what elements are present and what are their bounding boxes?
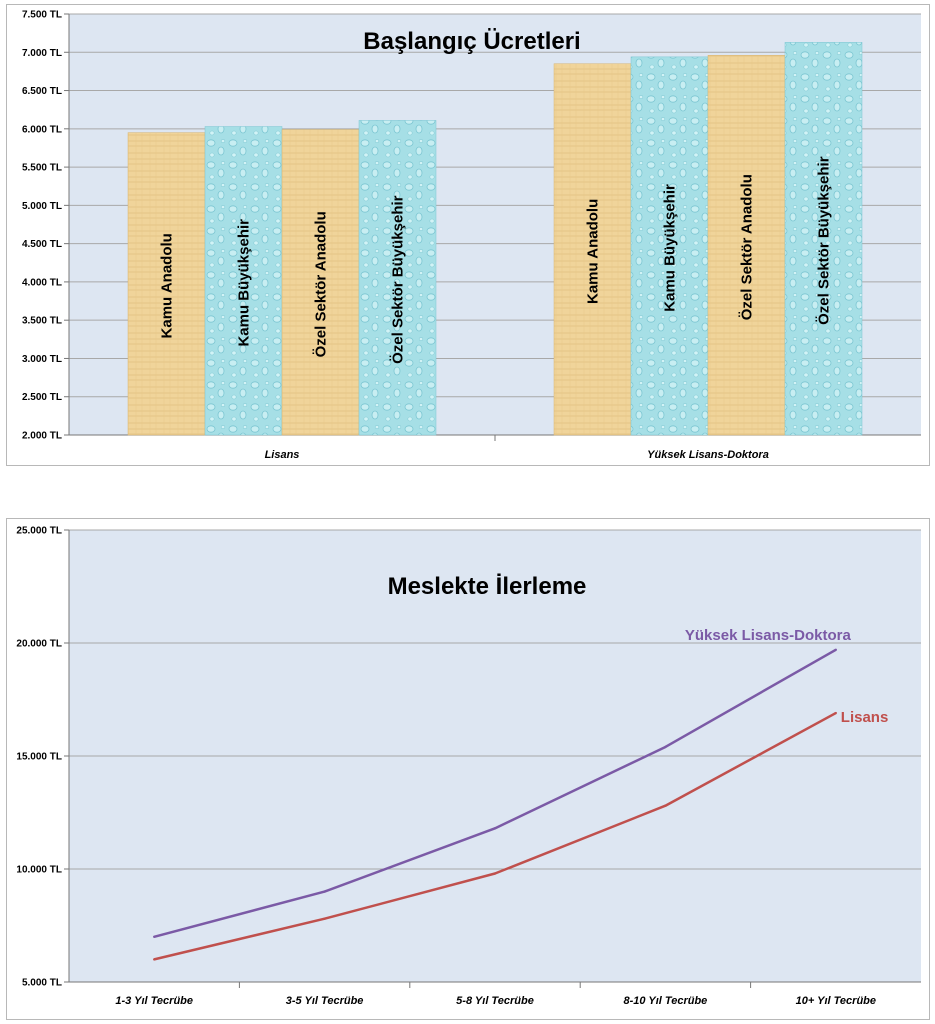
bar-kamu-anadolu-1 bbox=[553, 63, 632, 436]
bar-zel-sekt-r-b-y-k-ehir-0 bbox=[358, 120, 437, 436]
y-tick-label: 6.000 TL bbox=[22, 124, 62, 135]
x-category-label: 3-5 Yıl Tecrübe bbox=[286, 995, 364, 1007]
x-category-label: 10+ Yıl Tecrübe bbox=[796, 995, 876, 1007]
bar-label: Kamu Büyükşehir bbox=[236, 219, 253, 347]
starting-salaries-svg: 2.000 TL 2.500 TL 3.000 TL 3.500 TL 4.000 TL… bbox=[22, 10, 921, 461]
bar-zel-sekt-r-anadolu-0 bbox=[281, 129, 360, 436]
y-tick-label: 3.500 TL bbox=[22, 316, 62, 327]
x-category-label: Yüksek Lisans-Doktora bbox=[647, 449, 769, 461]
bar-label: Özel Sektör Anadolu bbox=[739, 174, 756, 320]
y-tick-label: 6.500 TL bbox=[22, 86, 62, 97]
starting-salaries-chart: 2.000 TL 2.500 TL 3.000 TL 3.500 TL 4.000 TL… bbox=[6, 4, 930, 466]
series-labels: Yüksek Lisans-Doktora Lisans bbox=[685, 627, 888, 726]
bars bbox=[127, 42, 863, 436]
y-tick-label: 5.000 TL bbox=[22, 201, 62, 212]
point-y-ksek-lisans-doktora-4 bbox=[834, 648, 837, 651]
x-category-label: 5-8 Yıl Tecrübe bbox=[456, 995, 534, 1007]
bar-label: Özel Sektör Anadolu bbox=[313, 211, 330, 357]
y-tick-label: 5.000 TL bbox=[22, 978, 62, 989]
x-category-label: 1-3 Yıl Tecrübe bbox=[115, 995, 193, 1007]
y-tick-label: 7.500 TL bbox=[22, 10, 62, 21]
y-tick-label: 3.000 TL bbox=[22, 354, 62, 365]
y-tick-label: 20.000 TL bbox=[16, 639, 62, 650]
bar-label: Kamu Büyükşehir bbox=[662, 184, 679, 312]
bar-label: Özel Sektör Büyükşehir bbox=[390, 195, 407, 364]
series-label: Yüksek Lisans-Doktora bbox=[685, 627, 852, 644]
y-tick-label: 2.000 TL bbox=[22, 431, 62, 442]
bar-kamu-anadolu-0 bbox=[127, 132, 206, 436]
y-tick-label: 2.500 TL bbox=[22, 392, 62, 403]
y-tick-label: 4.500 TL bbox=[22, 239, 62, 250]
point-lisans-0 bbox=[153, 958, 156, 961]
y-tick-label: 10.000 TL bbox=[16, 865, 62, 876]
bar-labels: Kamu Anadolu Kamu Büyükşehir Özel Sektör A… bbox=[159, 156, 833, 364]
point-y-ksek-lisans-doktora-0 bbox=[153, 935, 156, 938]
point-y-ksek-lisans-doktora-3 bbox=[664, 745, 667, 749]
chart-title: Başlangıç Ücretleri bbox=[363, 28, 580, 55]
career-progress-svg: 5.000 TL 10.000 TL 15.000 TL 20.000 TL 25.00… bbox=[16, 526, 921, 1007]
career-progress-chart: 5.000 TL 10.000 TL 15.000 TL 20.000 TL 25.00… bbox=[6, 518, 930, 1020]
point-lisans-1 bbox=[323, 917, 326, 920]
grid-lines bbox=[64, 529, 921, 988]
y-tick-label: 4.000 TL bbox=[22, 277, 62, 288]
y-tick-label: 7.000 TL bbox=[22, 48, 62, 59]
point-lisans-4 bbox=[834, 711, 837, 715]
category-labels: 1-3 Yıl Tecrübe 3-5 Yıl Tecrübe 5-8 Yıl Te… bbox=[115, 995, 876, 1007]
y-tick-labels: 2.000 TL 2.500 TL 3.000 TL 3.500 TL 4.000 TL… bbox=[22, 10, 62, 442]
category-labels: Lisans Yüksek Lisans-Doktora bbox=[265, 449, 769, 461]
y-tick-label: 25.000 TL bbox=[16, 526, 62, 537]
y-tick-label: 15.000 TL bbox=[16, 752, 62, 763]
series-label: Lisans bbox=[841, 709, 889, 726]
series-lines bbox=[153, 648, 837, 961]
bar-zel-sekt-r-b-y-k-ehir-1 bbox=[784, 42, 863, 436]
point-lisans-2 bbox=[493, 872, 497, 875]
point-y-ksek-lisans-doktora-2 bbox=[493, 827, 497, 830]
bar-label: Kamu Anadolu bbox=[585, 199, 602, 304]
point-lisans-3 bbox=[664, 804, 667, 807]
bar-kamu-b-y-k-ehir-1 bbox=[630, 56, 709, 436]
y-tick-labels: 5.000 TL 10.000 TL 15.000 TL 20.000 TL 25.00… bbox=[16, 526, 62, 989]
bar-label: Özel Sektör Büyükşehir bbox=[816, 156, 833, 325]
point-y-ksek-lisans-doktora-1 bbox=[323, 890, 326, 893]
x-category-label: Lisans bbox=[265, 449, 300, 461]
x-category-label: 8-10 Yıl Tecrübe bbox=[624, 995, 708, 1007]
bar-zel-sekt-r-anadolu-1 bbox=[707, 55, 786, 436]
bar-label: Kamu Anadolu bbox=[159, 233, 176, 338]
chart-title: Meslekte İlerleme bbox=[388, 573, 587, 600]
y-tick-label: 5.500 TL bbox=[22, 163, 62, 174]
